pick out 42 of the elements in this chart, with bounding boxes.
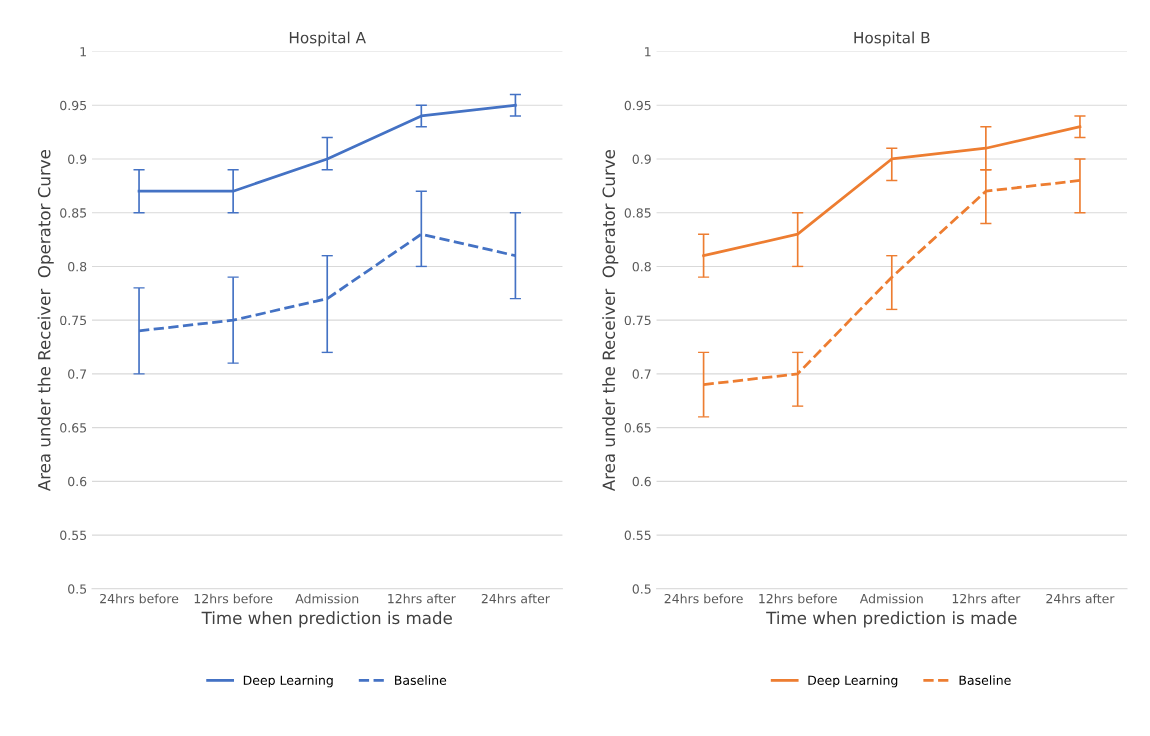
y-tick-label: 0.95 (60, 100, 87, 111)
y-tick-label: 0.85 (60, 208, 87, 218)
y-tick-label: 0.7 (68, 369, 87, 379)
y-axis-title: Area under the Receiver Operator Curve (37, 149, 54, 492)
y-tick-label: 0.6 (68, 476, 87, 487)
y-tick-label: 0.6 (632, 476, 651, 487)
chart-title: Hospital B (854, 31, 930, 47)
x-tick-label: 12hrs before (759, 593, 837, 604)
y-tick-label: 0.55 (60, 530, 87, 540)
x-tick-label: 12hrs after (388, 593, 456, 604)
x-tick-label: 12hrs after (952, 593, 1021, 604)
y-tick-label: 0.5 (68, 584, 87, 594)
y-tick-label: 1 (80, 47, 86, 57)
x-tick-label: 24hrs before (664, 593, 743, 604)
y-tick-label: 0.9 (632, 154, 651, 164)
legend-label: Deep Learning (243, 675, 333, 688)
x-tick-label: Admission (295, 593, 359, 604)
chart-title: Hospital A (289, 31, 366, 47)
x-axis-title: Time when prediction is made (201, 611, 452, 628)
x-tick-label: 24hrs after (481, 593, 550, 604)
y-tick-label: 0.65 (60, 423, 87, 433)
y-tick-label: 0.85 (624, 208, 651, 218)
y-tick-label: 0.8 (632, 261, 651, 272)
legend-label: Baseline (395, 675, 447, 685)
y-tick-label: 0.5 (632, 584, 651, 594)
y-tick-label: 0.9 (68, 154, 87, 164)
y-tick-label: 0.75 (624, 315, 651, 326)
x-tick-label: Admission (859, 593, 923, 604)
legend-label: Baseline (959, 675, 1011, 685)
y-tick-label: 0.75 (60, 315, 87, 326)
y-tick-label: 0.8 (68, 261, 87, 272)
x-tick-label: 24hrs after (1046, 593, 1115, 604)
y-tick-label: 0.95 (624, 100, 651, 111)
y-axis-title: Area under the Receiver Operator Curve (602, 149, 619, 492)
y-tick-label: 0.55 (624, 530, 651, 540)
y-tick-label: 0.7 (632, 369, 651, 379)
legend-label: Deep Learning (808, 675, 898, 688)
x-tick-label: 12hrs before (194, 593, 273, 604)
y-tick-label: 0.65 (624, 423, 651, 433)
x-axis-title: Time when prediction is made (766, 611, 1017, 628)
x-tick-label: 24hrs before (100, 593, 179, 604)
y-tick-label: 1 (645, 47, 651, 57)
